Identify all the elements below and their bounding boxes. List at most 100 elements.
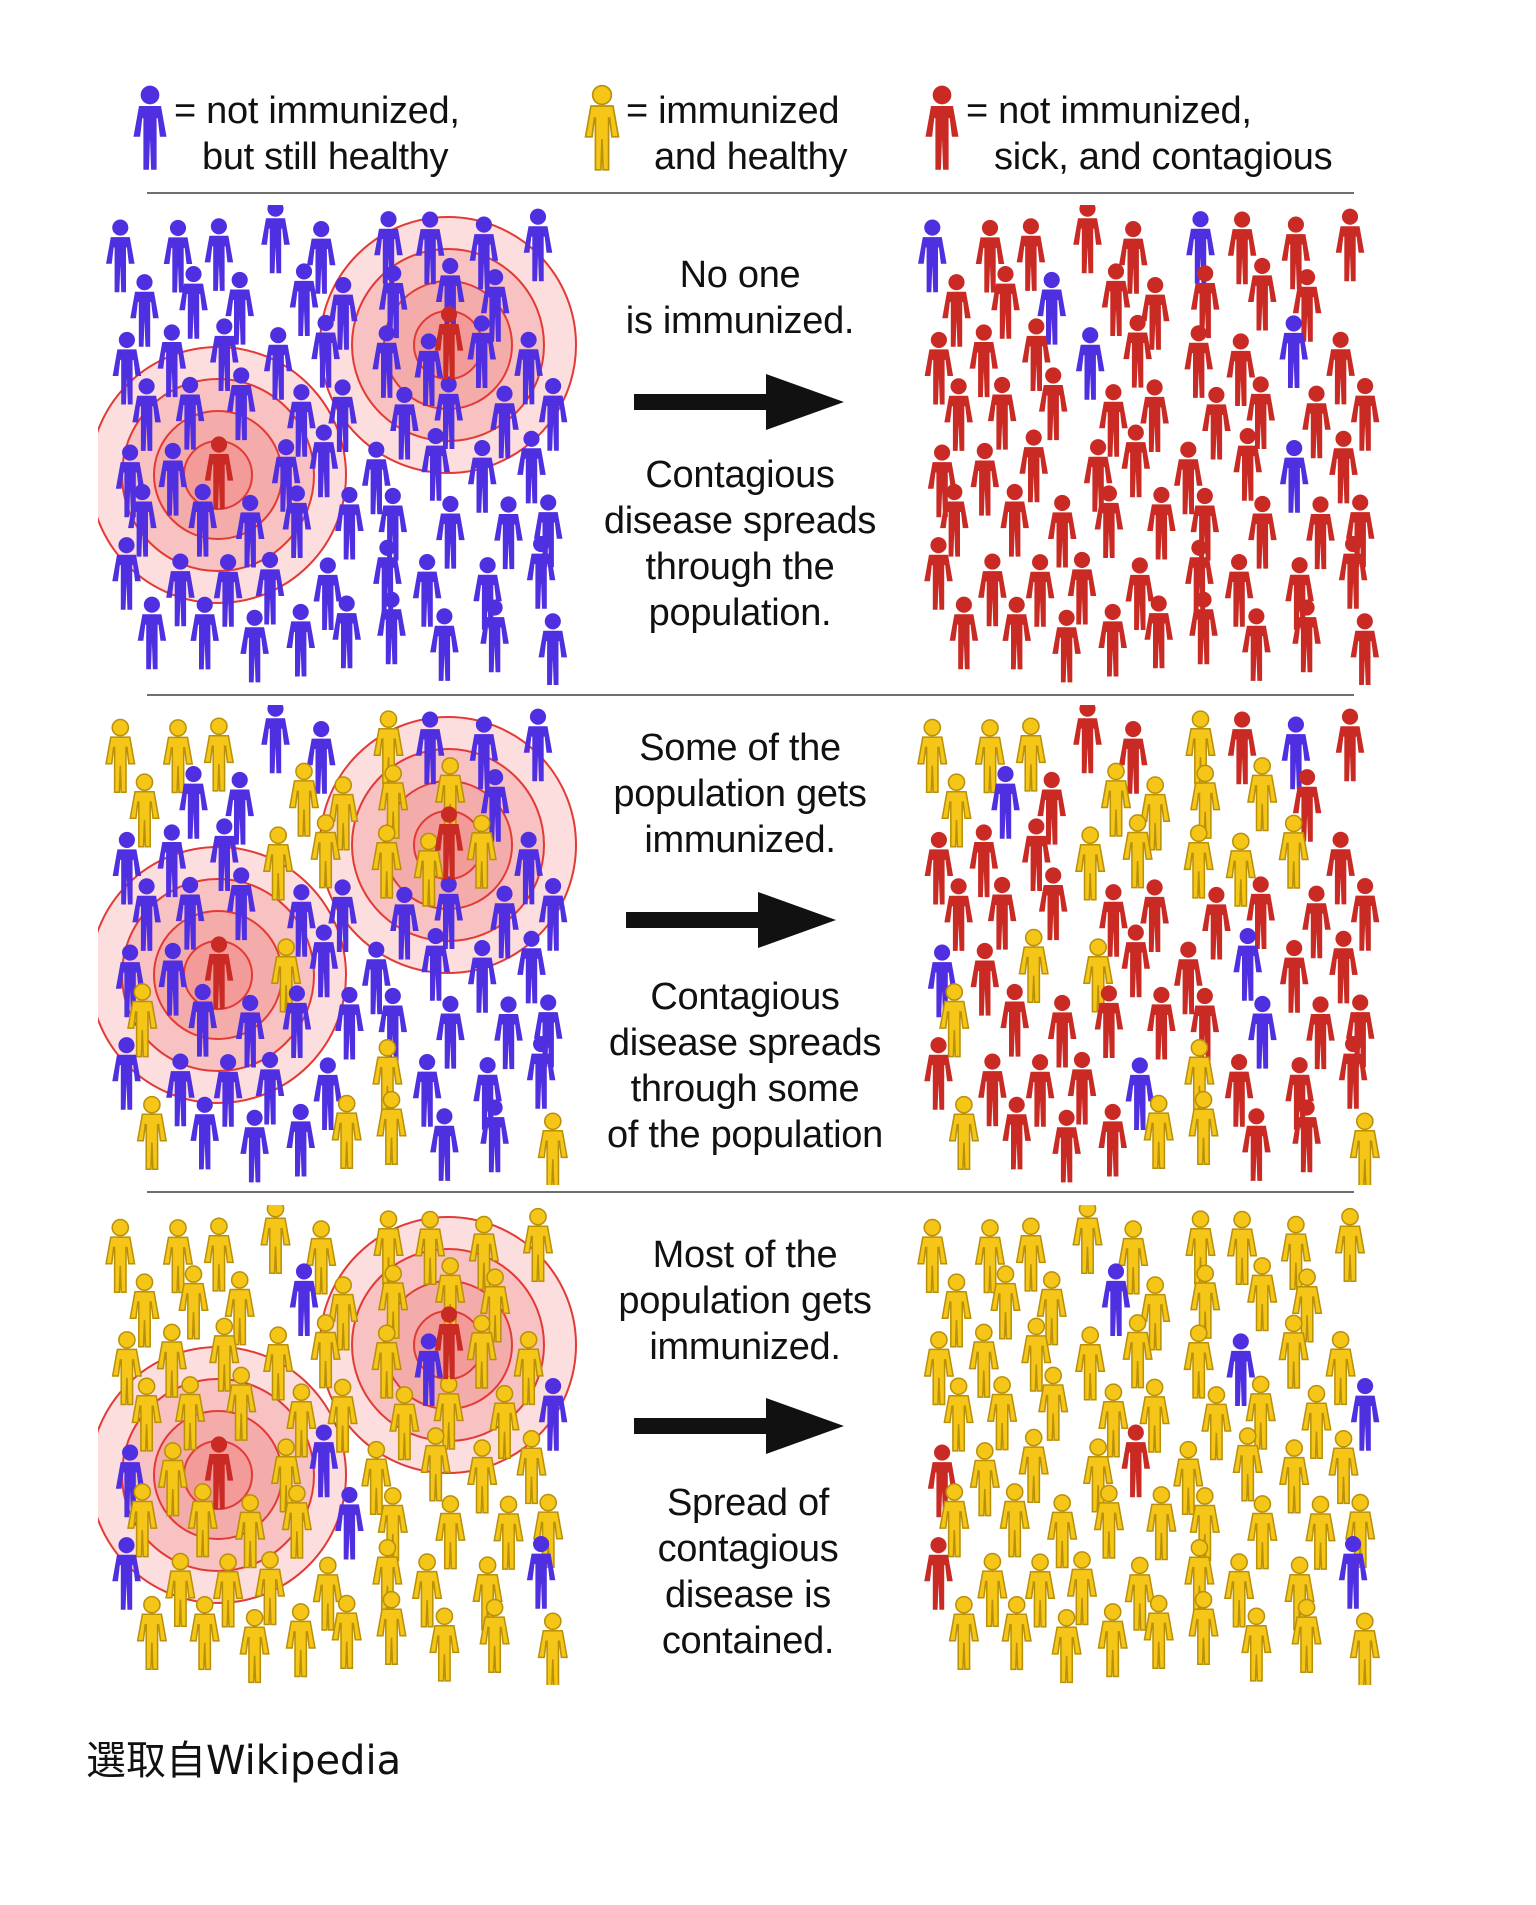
person-icon — [1224, 554, 1254, 627]
person-icon — [212, 1553, 244, 1628]
person-icon — [1101, 263, 1131, 336]
person-icon — [235, 494, 265, 568]
person-icon — [514, 331, 543, 405]
person-icon — [1047, 494, 1077, 568]
person-icon — [226, 1366, 257, 1441]
person-icon — [1279, 1439, 1310, 1514]
person-icon — [494, 996, 523, 1070]
text-line: disease spreads — [603, 500, 877, 542]
person-icon — [1301, 1384, 1332, 1460]
person-icon — [991, 266, 1020, 339]
person-icon — [1098, 1383, 1129, 1458]
person-icon — [468, 1215, 500, 1290]
person-icon — [376, 1090, 407, 1166]
person-icon — [263, 327, 293, 400]
person-icon — [435, 1257, 466, 1332]
text-line: disease is — [665, 1574, 831, 1616]
person-icon — [1201, 1386, 1232, 1461]
person-icon — [270, 938, 302, 1013]
person-icon — [1036, 1271, 1067, 1346]
text-line: contained. — [661, 1620, 835, 1662]
person-icon — [1305, 1495, 1336, 1570]
person-icon — [927, 444, 957, 518]
person-icon — [1037, 271, 1066, 345]
person-icon — [970, 442, 1000, 516]
person-icon — [1121, 924, 1151, 998]
person-icon — [1350, 613, 1380, 685]
person-icon — [1202, 886, 1231, 960]
person-icon — [128, 82, 172, 174]
person-icon — [1335, 208, 1365, 282]
person-icon — [1227, 711, 1257, 785]
person-icon — [306, 721, 336, 794]
person-icon — [204, 218, 234, 291]
person-icon — [1066, 1551, 1098, 1626]
person-icon — [977, 1552, 1008, 1627]
person-icon — [466, 1314, 497, 1389]
person-icon — [309, 1424, 339, 1498]
person-icon — [968, 1323, 999, 1398]
person-icon — [434, 1306, 464, 1380]
person-icon — [923, 1331, 955, 1406]
scenario-1-bottom-text: Contagious disease spreads through the p… — [580, 452, 900, 636]
person-icon — [999, 1483, 1030, 1558]
person-icon — [1285, 1057, 1314, 1130]
person-icon — [137, 596, 167, 670]
person-icon — [1038, 1366, 1069, 1441]
person-icon — [1325, 1330, 1356, 1406]
person-icon — [927, 1444, 957, 1518]
person-icon — [281, 1484, 313, 1559]
person-icon — [580, 82, 624, 174]
person-icon — [1279, 315, 1308, 388]
person-icon — [939, 983, 970, 1058]
person-icon — [129, 773, 160, 848]
person-icon — [389, 1386, 420, 1461]
text-line: immunized. — [649, 1326, 841, 1368]
person-icon — [1190, 987, 1220, 1061]
person-icon — [1025, 554, 1055, 627]
legend-label-line2: sick, and contagious — [994, 136, 1333, 178]
person-icon — [435, 257, 465, 331]
person-icon — [1101, 1263, 1131, 1336]
person-icon — [479, 1268, 511, 1343]
person-icon — [335, 1486, 364, 1560]
person-icon — [978, 553, 1007, 627]
person-icon — [944, 878, 973, 951]
person-icon — [1302, 885, 1331, 959]
person-icon — [523, 208, 553, 282]
person-icon — [254, 1551, 286, 1626]
person-icon — [434, 806, 464, 880]
divider — [147, 192, 1354, 194]
legend-label-line2: but still healthy — [202, 136, 449, 178]
person-icon — [1232, 1427, 1263, 1502]
divider — [147, 1191, 1354, 1193]
arrow-right-icon — [634, 374, 844, 430]
person-icon — [920, 82, 964, 174]
person-icon — [434, 306, 464, 380]
person-icon — [210, 318, 239, 391]
person-icon — [1292, 769, 1322, 842]
person-icon — [378, 265, 408, 339]
person-icon — [1242, 608, 1271, 681]
person-icon — [489, 1384, 520, 1460]
person-icon — [132, 878, 161, 951]
person-icon — [372, 325, 401, 398]
person-icon — [1285, 557, 1314, 630]
person-icon — [1025, 1054, 1055, 1127]
person-icon — [1099, 384, 1128, 457]
person-icon — [435, 1495, 466, 1570]
legend-label-line1: = not immunized, — [966, 90, 1252, 132]
person-icon — [942, 274, 971, 347]
person-icon — [157, 324, 187, 398]
person-icon — [282, 985, 312, 1058]
person-icon — [413, 832, 444, 907]
person-icon — [1279, 940, 1309, 1013]
person-icon — [436, 995, 465, 1069]
person-icon — [494, 496, 523, 570]
person-icon — [1147, 486, 1176, 560]
person-icon — [1247, 1257, 1278, 1332]
person-icon — [1183, 824, 1214, 899]
person-icon — [289, 1263, 319, 1336]
person-icon — [1189, 591, 1218, 665]
person-icon — [127, 983, 158, 1058]
